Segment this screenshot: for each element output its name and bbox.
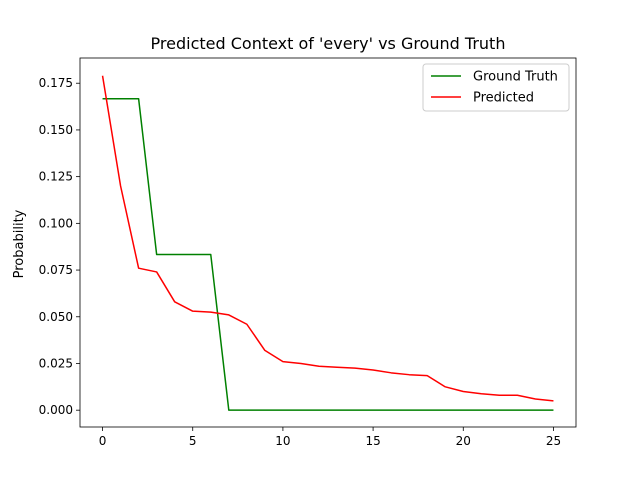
y-tick-label: 0.125 <box>39 170 73 184</box>
y-axis-ticks: 0.000 0.025 0.050 0.075 0.100 0.125 0.150 0.175 <box>39 76 80 417</box>
legend-label-1: Predicted <box>473 91 534 106</box>
y-tick-label: 0.150 <box>39 123 73 137</box>
x-tick-label: 10 <box>275 434 290 448</box>
y-tick-label: 0.075 <box>39 263 73 277</box>
y-axis-label: Probability <box>12 209 27 278</box>
plot-area-border <box>79 57 577 428</box>
y-tick-label: 0.050 <box>39 310 73 324</box>
x-tick-label: 15 <box>365 434 380 448</box>
series-lines <box>101 75 554 411</box>
legend-label-0: Ground Truth <box>473 70 558 85</box>
x-tick-label: 5 <box>189 434 197 448</box>
legend: Ground Truth Predicted <box>422 63 570 112</box>
x-axis-ticks: 0 5 10 15 20 25 <box>99 427 561 448</box>
x-tick-label: 0 <box>99 434 107 448</box>
y-tick-label: 0.175 <box>39 76 73 90</box>
series-line-1 <box>101 75 554 402</box>
series-line-0 <box>102 97 554 411</box>
y-tick-label: 0.100 <box>39 216 73 230</box>
axes-frame <box>79 57 577 428</box>
x-tick-label: 25 <box>546 434 561 448</box>
y-tick-label: 0.000 <box>39 403 73 417</box>
chart-title: Predicted Context of 'every' vs Ground T… <box>151 34 506 53</box>
x-tick-label: 20 <box>456 434 471 448</box>
y-tick-label: 0.025 <box>39 356 73 370</box>
